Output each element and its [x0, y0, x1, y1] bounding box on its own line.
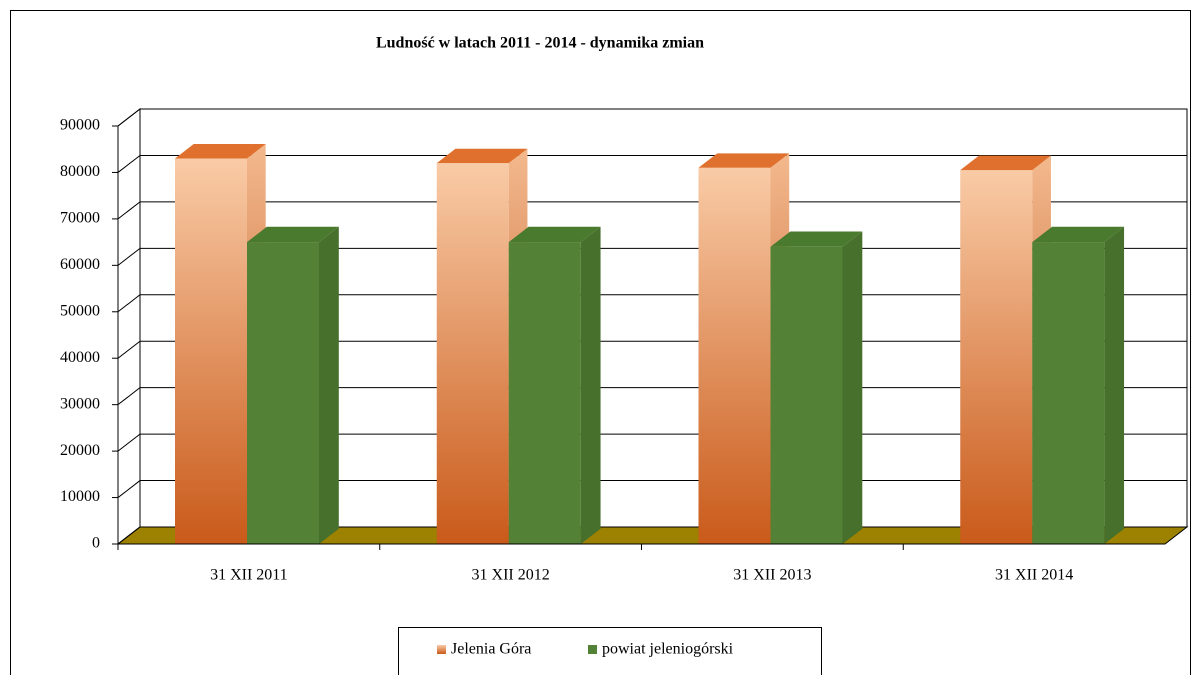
y-tick-label: 70000: [60, 210, 100, 227]
bar: [436, 163, 509, 544]
y-tick-label: 80000: [60, 163, 100, 180]
grid-line: [117, 154, 1187, 173]
bar: [770, 246, 843, 544]
legend-label: Jelenia Góra: [451, 641, 531, 658]
bar-top: [247, 226, 339, 243]
bar-side: [1104, 226, 1125, 545]
side-wall: [117, 107, 141, 546]
legend-swatch: [588, 645, 597, 654]
bar-top: [436, 148, 528, 164]
grid-line: [117, 108, 1187, 127]
bar-top: [1032, 226, 1125, 243]
x-tick-label: 31 XII 2012: [472, 567, 550, 584]
bar-side: [319, 226, 339, 545]
y-tick-label: 20000: [60, 442, 100, 459]
bar-side: [842, 231, 863, 544]
y-tick-label: 60000: [60, 256, 100, 273]
bar-top: [175, 144, 266, 159]
bar: [508, 242, 581, 544]
chart-title: Ludność w latach 2011 - 2014 - dynamika …: [376, 35, 704, 52]
bar: [175, 158, 247, 544]
legend: [398, 627, 822, 675]
legend-swatch: [437, 645, 446, 654]
x-tick-label: 31 XII 2013: [733, 567, 811, 584]
bar-top: [770, 231, 863, 247]
x-tick-label: 31 XII 2014: [995, 567, 1073, 584]
y-tick-label: 40000: [60, 349, 100, 366]
bar: [960, 170, 1033, 544]
legend-label: powiat jeleniogórski: [602, 641, 734, 658]
bar-side: [580, 226, 601, 545]
bar-top: [960, 155, 1051, 171]
y-tick-label: 10000: [60, 488, 100, 505]
y-tick-label: 30000: [60, 395, 100, 412]
chart-frame: [10, 10, 1191, 675]
y-tick-label: 90000: [60, 117, 100, 134]
bar: [1032, 242, 1105, 544]
bar-top: [698, 153, 790, 168]
y-tick-label: 0: [92, 535, 100, 552]
bar: [247, 242, 319, 544]
bar: [698, 167, 771, 545]
x-tick-label: 31 XII 2011: [210, 567, 288, 584]
grid-line: [117, 201, 1187, 220]
bar-top: [508, 226, 601, 243]
y-tick-label: 50000: [60, 302, 100, 319]
